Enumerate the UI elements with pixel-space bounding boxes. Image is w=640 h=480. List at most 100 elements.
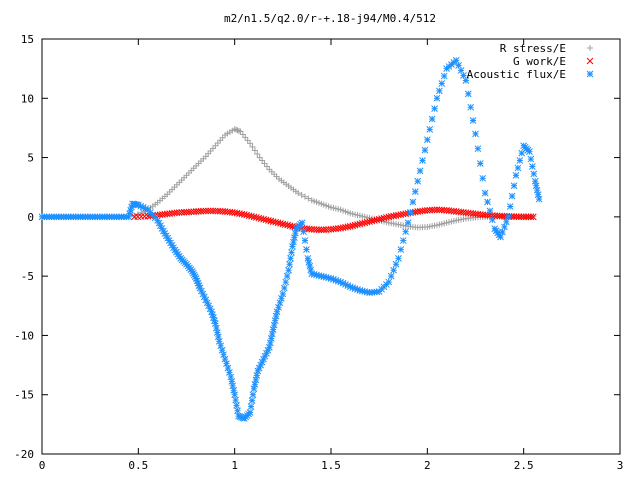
- data-point: [221, 355, 229, 363]
- data-point-interp: [522, 213, 530, 221]
- data-point-interp: [407, 209, 414, 216]
- data-point-interp: [517, 213, 525, 221]
- data-point-interp: [204, 207, 212, 215]
- y-tick-label: -10: [14, 329, 34, 342]
- chart-title: m2/n1.5/q2.0/r-+.18-j94/M0.4/512: [224, 12, 436, 25]
- data-point-interp: [224, 364, 232, 372]
- data-point: [472, 130, 479, 138]
- series-2: [131, 206, 537, 234]
- legend-marker: [587, 45, 593, 51]
- data-point: [279, 220, 287, 228]
- data-point-interp: [277, 220, 284, 227]
- data-point-interp: [489, 216, 496, 224]
- data-point-interp: [271, 317, 279, 324]
- data-point: [250, 213, 258, 221]
- data-point-interp: [251, 380, 259, 388]
- data-point-interp: [207, 207, 214, 215]
- data-point: [304, 255, 312, 262]
- data-point: [346, 222, 354, 230]
- data-point-interp: [399, 237, 407, 244]
- data-point-interp: [255, 214, 263, 222]
- x-tick-label: 0: [39, 459, 46, 472]
- y-tick-label: 5: [27, 152, 34, 165]
- data-point-interp: [397, 246, 405, 253]
- data-point: [535, 195, 543, 203]
- data-point-interp: [253, 372, 261, 379]
- data-point-interp: [218, 346, 226, 354]
- data-point-interp: [315, 226, 323, 234]
- data-point-interp: [247, 403, 255, 410]
- data-point: [289, 243, 296, 250]
- data-point-interp: [272, 218, 279, 226]
- data-point-interp: [301, 237, 309, 244]
- data-point-interp: [275, 303, 282, 311]
- data-point-interp: [411, 188, 419, 196]
- data-point-interp: [479, 174, 487, 182]
- data-point-interp: [392, 260, 400, 268]
- data-point: [504, 213, 512, 221]
- data-point-interp: [138, 209, 145, 216]
- data-point: [366, 218, 373, 225]
- x-tick-label: 1.5: [321, 459, 341, 472]
- data-point-interp: [419, 157, 426, 164]
- data-point-interp: [363, 218, 371, 226]
- data-point-interp: [234, 127, 241, 134]
- data-point-interp: [464, 90, 472, 98]
- data-point-interp: [280, 284, 288, 292]
- data-point-interp: [278, 295, 285, 302]
- data-point-interp: [252, 376, 260, 384]
- data-point-interp: [214, 333, 222, 341]
- data-point-interp: [358, 220, 366, 227]
- data-point-interp: [514, 164, 522, 172]
- data-point: [462, 77, 470, 84]
- data-point-interp: [484, 198, 491, 206]
- data-point: [202, 207, 210, 215]
- data-point-interp: [248, 397, 256, 404]
- data-point: [375, 215, 383, 223]
- legend-marker: [586, 70, 594, 78]
- data-point-interp: [349, 222, 357, 230]
- data-point-interp: [234, 407, 241, 415]
- data-point-interp: [510, 182, 518, 190]
- data-point-interp: [265, 217, 272, 224]
- data-point: [246, 409, 254, 416]
- data-point: [414, 177, 422, 185]
- data-point: [279, 290, 287, 298]
- data-point-interp: [438, 80, 446, 87]
- data-point-interp: [213, 324, 220, 332]
- data-point-interp: [268, 330, 276, 338]
- x-tick-label: 3: [617, 459, 624, 472]
- data-point-interp: [474, 145, 482, 153]
- data-point-interp: [249, 391, 257, 399]
- data-point-interp: [290, 238, 297, 246]
- legend-marker: [586, 57, 594, 65]
- data-point: [385, 278, 393, 286]
- data-point-interp: [266, 339, 274, 347]
- data-point-interp: [262, 216, 270, 224]
- legend-label: Acoustic flux/E: [467, 68, 566, 81]
- data-point-interp: [286, 260, 293, 268]
- data-point-interp: [249, 143, 256, 150]
- y-tick-label: -15: [14, 389, 34, 402]
- data-point-interp: [455, 62, 462, 69]
- data-point: [231, 126, 238, 133]
- data-point: [250, 385, 258, 393]
- y-tick-label: 10: [21, 92, 34, 105]
- data-point-interp: [270, 321, 278, 329]
- data-point-interp: [436, 87, 443, 95]
- data-point-interp: [506, 203, 514, 210]
- data-point-interp: [251, 147, 258, 154]
- data-point-interp: [533, 186, 541, 194]
- data-point-interp: [368, 217, 376, 225]
- data-point-interp: [390, 266, 397, 274]
- data-point-interp: [288, 249, 295, 256]
- data-point-interp: [527, 213, 535, 221]
- data-point-interp: [373, 216, 381, 224]
- data-point-interp: [469, 117, 477, 124]
- data-point: [395, 255, 402, 262]
- data-point-interp: [426, 126, 434, 133]
- data-point: [497, 233, 504, 241]
- data-point-interp: [272, 312, 280, 320]
